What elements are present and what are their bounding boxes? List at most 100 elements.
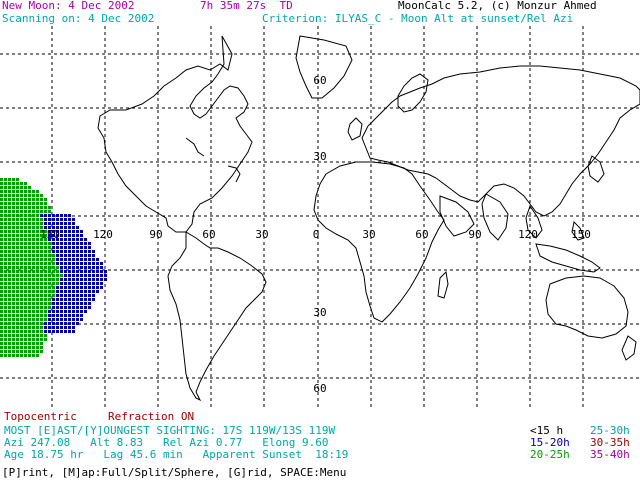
zone-cell-20-25h [16, 346, 19, 349]
world-map[interactable]: 150 120 90 60 30 0 30 60 90 120 150 60 30 30 60 [0, 26, 640, 408]
legend-item-15-20h: 15-20h [530, 436, 570, 449]
zone-cell-20-25h [28, 194, 31, 197]
zone-cell-20-25h [40, 326, 43, 329]
zone-cell-20-25h [32, 250, 35, 253]
zone-cell-20-25h [0, 194, 3, 197]
zone-cell-20-25h [20, 294, 23, 297]
zone-cell-20-25h [56, 274, 59, 277]
legend-item-35-40h: 35-40h [590, 448, 630, 461]
zone-cell-20-25h [4, 346, 7, 349]
zone-cell-20-25h [20, 254, 23, 257]
zone-cell-20-25h [16, 306, 19, 309]
zone-cell-20-25h [8, 350, 11, 353]
zone-cell-20-25h [12, 210, 15, 213]
zone-cell-20-25h [40, 202, 43, 205]
zone-cell-20-25h [24, 270, 27, 273]
zone-cell-15-20h [64, 278, 67, 281]
zone-cell-20-25h [0, 214, 3, 217]
zone-cell-15-20h [92, 258, 95, 261]
zone-cell-15-20h [56, 230, 59, 233]
zone-cell-15-20h [56, 314, 59, 317]
zone-cell-20-25h [40, 238, 43, 241]
zone-cell-15-20h [88, 278, 91, 281]
zone-cell-20-25h [12, 330, 15, 333]
zone-cell-20-25h [12, 258, 15, 261]
zone-cell-20-25h [12, 334, 15, 337]
zone-cell-15-20h [84, 246, 87, 249]
zone-cell-20-25h [32, 230, 35, 233]
zone-cell-20-25h [4, 314, 7, 317]
zone-cell-15-20h [68, 246, 71, 249]
zone-cell-20-25h [8, 314, 11, 317]
zone-cell-20-25h [24, 186, 27, 189]
scanning-date: Scanning on: 4 Dec 2002 [2, 12, 155, 25]
zone-cell-20-25h [28, 294, 31, 297]
zone-cell-15-20h [52, 314, 55, 317]
zone-cell-20-25h [4, 246, 7, 249]
zone-cell-15-20h [68, 274, 71, 277]
zone-cell-20-25h [16, 218, 19, 221]
zone-cell-15-20h [64, 290, 67, 293]
zone-cell-20-25h [32, 214, 35, 217]
zone-cell-20-25h [40, 258, 43, 261]
zone-cell-20-25h [36, 330, 39, 333]
zone-cell-20-25h [32, 198, 35, 201]
zone-cell-15-20h [72, 258, 75, 261]
zone-cell-20-25h [32, 294, 35, 297]
zone-cell-15-20h [100, 286, 103, 289]
zone-cell-15-20h [88, 306, 91, 309]
zone-cell-15-20h [84, 278, 87, 281]
zone-cell-20-25h [0, 234, 3, 237]
zone-cell-15-20h [76, 318, 79, 321]
zone-cell-20-25h [12, 274, 15, 277]
latitude-label: 30 [313, 150, 326, 163]
zone-cell-20-25h [16, 230, 19, 233]
zone-cell-20-25h [32, 350, 35, 353]
zone-cell-20-25h [24, 314, 27, 317]
zone-cell-15-20h [52, 310, 55, 313]
zone-cell-20-25h [28, 254, 31, 257]
zone-cell-15-20h [64, 254, 67, 257]
zone-cell-20-25h [44, 278, 47, 281]
zone-cell-20-25h [12, 190, 15, 193]
zone-cell-15-20h [80, 250, 83, 253]
zone-cell-20-25h [8, 254, 11, 257]
zone-cell-20-25h [20, 262, 23, 265]
zone-cell-20-25h [12, 246, 15, 249]
zone-cell-15-20h [92, 274, 95, 277]
zone-cell-15-20h [60, 246, 63, 249]
zone-cell-20-25h [20, 218, 23, 221]
zone-cell-15-20h [76, 250, 79, 253]
zone-cell-20-25h [20, 322, 23, 325]
zone-cell-20-25h [40, 302, 43, 305]
longitude-label: 60 [415, 228, 428, 241]
zone-cell-15-20h [100, 266, 103, 269]
zone-cell-20-25h [12, 242, 15, 245]
zone-cell-20-25h [0, 354, 3, 357]
zone-cell-15-20h [44, 326, 47, 329]
zone-cell-20-25h [8, 298, 11, 301]
sighting-label[interactable]: MOST [E]AST/[Y]OUNGEST SIGHTING: 17S 119… [4, 424, 336, 437]
zone-cell-20-25h [40, 230, 43, 233]
zone-cell-20-25h [28, 250, 31, 253]
topocentric-label: Topocentric [4, 410, 77, 423]
zone-cell-20-25h [48, 242, 51, 245]
zone-cell-15-20h [72, 266, 75, 269]
zone-cell-15-20h [64, 330, 67, 333]
zone-cell-20-25h [8, 354, 11, 357]
zone-cell-20-25h [4, 230, 7, 233]
zone-cell-15-20h [92, 250, 95, 253]
zone-cell-20-25h [8, 318, 11, 321]
menu-bar[interactable]: [P]rint, [M]ap:Full/Split/Sphere, [G]rid… [2, 466, 347, 479]
zone-cell-20-25h [32, 254, 35, 257]
zone-cell-20-25h [12, 282, 15, 285]
zone-cell-20-25h [4, 238, 7, 241]
zone-cell-20-25h [44, 206, 47, 209]
zone-cell-15-20h [64, 266, 67, 269]
zone-cell-15-20h [96, 262, 99, 265]
zone-cell-20-25h [44, 198, 47, 201]
zone-cell-20-25h [28, 334, 31, 337]
zone-cell-20-25h [0, 266, 3, 269]
zone-cell-20-25h [12, 222, 15, 225]
zone-cell-20-25h [20, 302, 23, 305]
